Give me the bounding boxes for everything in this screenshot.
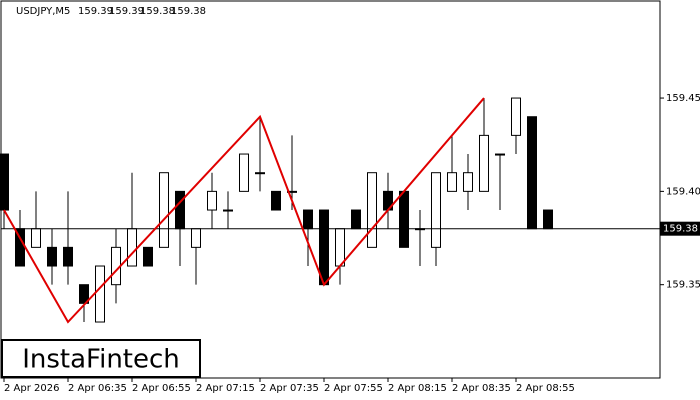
pattern-line [3,97,485,324]
candle-body [479,134,489,192]
candle-body [223,209,233,212]
quote-value: 159.39 [78,6,113,17]
last-price-label: 159.38 [663,224,698,235]
x-tick-label: 2 Apr 08:55 [516,383,575,394]
chart-title: USDJPY,M5 [16,6,70,17]
candle-body [47,246,57,267]
x-tick-label: 2 Apr 06:55 [132,383,191,394]
candle-body [127,228,137,267]
candle-body [431,172,441,248]
candle-body [399,190,409,248]
x-tick-label: 2 Apr 07:15 [196,383,255,394]
candle-body [95,265,105,323]
candle-body [255,172,265,175]
y-tick-label: 159.35 [666,280,700,291]
y-tick-label: 159.40 [666,186,700,197]
candle-body [0,153,9,211]
candle-body [367,172,377,248]
candle-body [463,172,473,192]
quote-value: 159.39 [109,6,144,17]
logo-text: InstaFintech [22,345,180,375]
candle-body [527,116,537,230]
y-tick-label: 159.45 [666,93,700,104]
candle-body [63,246,73,267]
candle-body [175,190,185,230]
logo-box [1,339,201,378]
candle-body [143,246,153,267]
x-tick-label: 2 Apr 08:35 [452,383,511,394]
candle-body [543,209,553,230]
candle-body [191,228,201,248]
candle-body [303,209,313,230]
quote-value: 159.38 [171,6,206,17]
candle-body [239,153,249,192]
x-tick-label: 2 Apr 2026 [4,383,59,394]
x-tick-label: 2 Apr 07:55 [324,383,383,394]
x-tick-label: 2 Apr 08:15 [388,383,447,394]
candle-body [159,172,169,248]
candle-body [319,209,329,286]
candle-body [79,284,89,304]
quote-value: 159.38 [140,6,175,17]
candle-body [511,97,521,136]
candle-body [351,209,361,230]
candle-body [447,172,457,192]
candle-body [207,190,217,211]
candle-body [31,228,41,248]
x-tick-label: 2 Apr 06:35 [68,383,127,394]
x-tick-label: 2 Apr 07:35 [260,383,319,394]
candle-body [495,153,505,156]
candle-body [335,228,345,267]
last-price-box [660,221,700,236]
candle-body [271,190,281,211]
candle-body [287,190,297,193]
